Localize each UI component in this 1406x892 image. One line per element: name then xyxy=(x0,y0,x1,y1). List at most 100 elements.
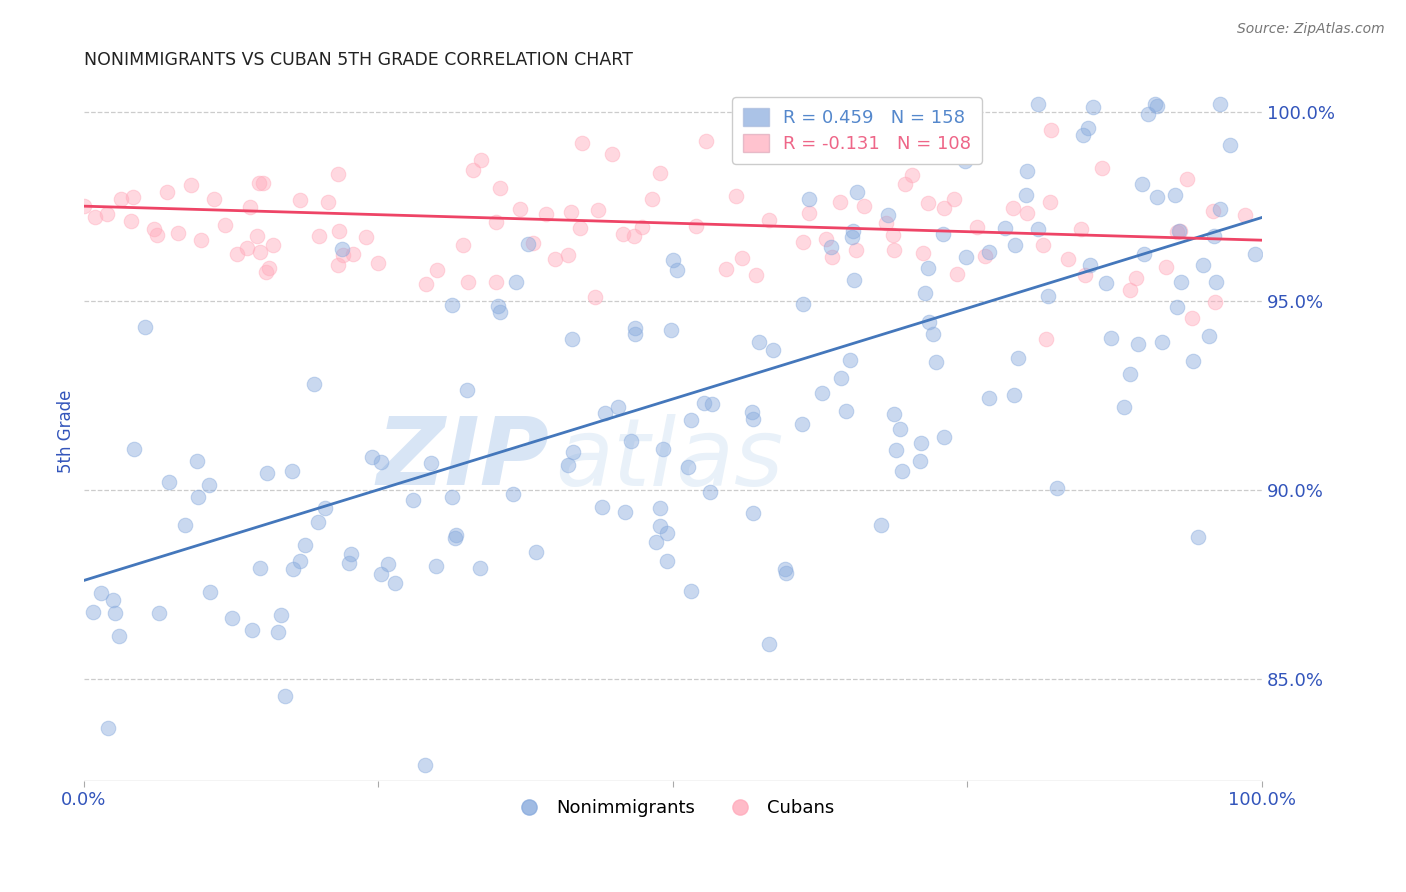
Point xyxy=(815,231,838,245)
Point xyxy=(830,195,852,210)
Point xyxy=(1078,258,1101,272)
Point xyxy=(274,689,297,703)
Point xyxy=(110,192,132,206)
Point xyxy=(122,189,145,203)
Point xyxy=(901,168,924,182)
Point xyxy=(714,261,737,276)
Point xyxy=(1099,331,1122,345)
Point xyxy=(775,566,797,581)
Point xyxy=(534,207,557,221)
Point xyxy=(384,576,406,591)
Point xyxy=(308,229,330,244)
Point xyxy=(502,486,524,500)
Point xyxy=(858,128,880,143)
Point xyxy=(918,315,941,329)
Point xyxy=(571,136,593,150)
Point xyxy=(910,436,932,450)
Point xyxy=(932,227,955,242)
Point xyxy=(441,491,464,505)
Point xyxy=(174,517,197,532)
Point xyxy=(517,237,540,252)
Point xyxy=(214,218,236,232)
Point xyxy=(441,298,464,312)
Point xyxy=(1119,283,1142,297)
Point xyxy=(544,252,567,266)
Point xyxy=(1081,99,1104,113)
Point xyxy=(979,391,1001,405)
Point xyxy=(104,606,127,620)
Point xyxy=(792,297,814,311)
Point xyxy=(1057,252,1080,266)
Point xyxy=(955,250,977,264)
Point xyxy=(72,199,94,213)
Point xyxy=(426,263,449,277)
Point xyxy=(557,248,579,262)
Point xyxy=(620,434,643,449)
Point xyxy=(922,326,945,341)
Point xyxy=(648,166,671,180)
Point xyxy=(932,430,955,444)
Point xyxy=(882,227,904,242)
Point xyxy=(226,246,249,260)
Point xyxy=(96,207,118,221)
Point xyxy=(652,442,675,457)
Point xyxy=(1036,289,1059,303)
Point xyxy=(841,230,863,244)
Point xyxy=(367,256,389,270)
Point xyxy=(758,637,780,651)
Point xyxy=(1198,328,1220,343)
Point xyxy=(994,221,1017,235)
Point xyxy=(505,275,527,289)
Point xyxy=(489,304,512,318)
Point xyxy=(908,453,931,467)
Point xyxy=(623,326,645,341)
Point xyxy=(946,267,969,281)
Point xyxy=(187,491,209,505)
Point xyxy=(1204,228,1226,243)
Point xyxy=(1125,271,1147,285)
Point xyxy=(444,531,467,545)
Point xyxy=(249,561,271,575)
Point xyxy=(1219,138,1241,153)
Point xyxy=(1015,164,1038,178)
Point xyxy=(1205,275,1227,289)
Point xyxy=(166,226,188,240)
Y-axis label: 5th Grade: 5th Grade xyxy=(58,390,75,473)
Point xyxy=(858,134,880,148)
Point xyxy=(270,607,292,622)
Point xyxy=(875,217,897,231)
Point xyxy=(591,500,613,514)
Point xyxy=(741,405,763,419)
Point xyxy=(1130,177,1153,191)
Point xyxy=(1112,400,1135,414)
Point xyxy=(90,586,112,600)
Point xyxy=(797,192,820,206)
Point xyxy=(748,334,770,349)
Point xyxy=(314,501,336,516)
Point xyxy=(202,192,225,206)
Point xyxy=(893,178,915,192)
Point xyxy=(1002,202,1025,216)
Point xyxy=(641,192,664,206)
Point xyxy=(973,249,995,263)
Text: ZIP: ZIP xyxy=(375,413,548,505)
Point xyxy=(446,527,468,541)
Point xyxy=(1137,107,1160,121)
Point xyxy=(645,534,668,549)
Point xyxy=(842,273,865,287)
Point xyxy=(624,321,647,335)
Point xyxy=(257,261,280,276)
Point xyxy=(762,343,785,357)
Point xyxy=(700,397,723,411)
Point xyxy=(122,442,145,456)
Point xyxy=(883,243,905,257)
Point xyxy=(966,219,988,234)
Point xyxy=(377,557,399,571)
Point xyxy=(419,456,441,470)
Point xyxy=(792,235,814,249)
Point xyxy=(1150,334,1173,349)
Point xyxy=(485,275,508,289)
Point xyxy=(842,224,865,238)
Point xyxy=(884,442,907,457)
Point xyxy=(415,277,437,291)
